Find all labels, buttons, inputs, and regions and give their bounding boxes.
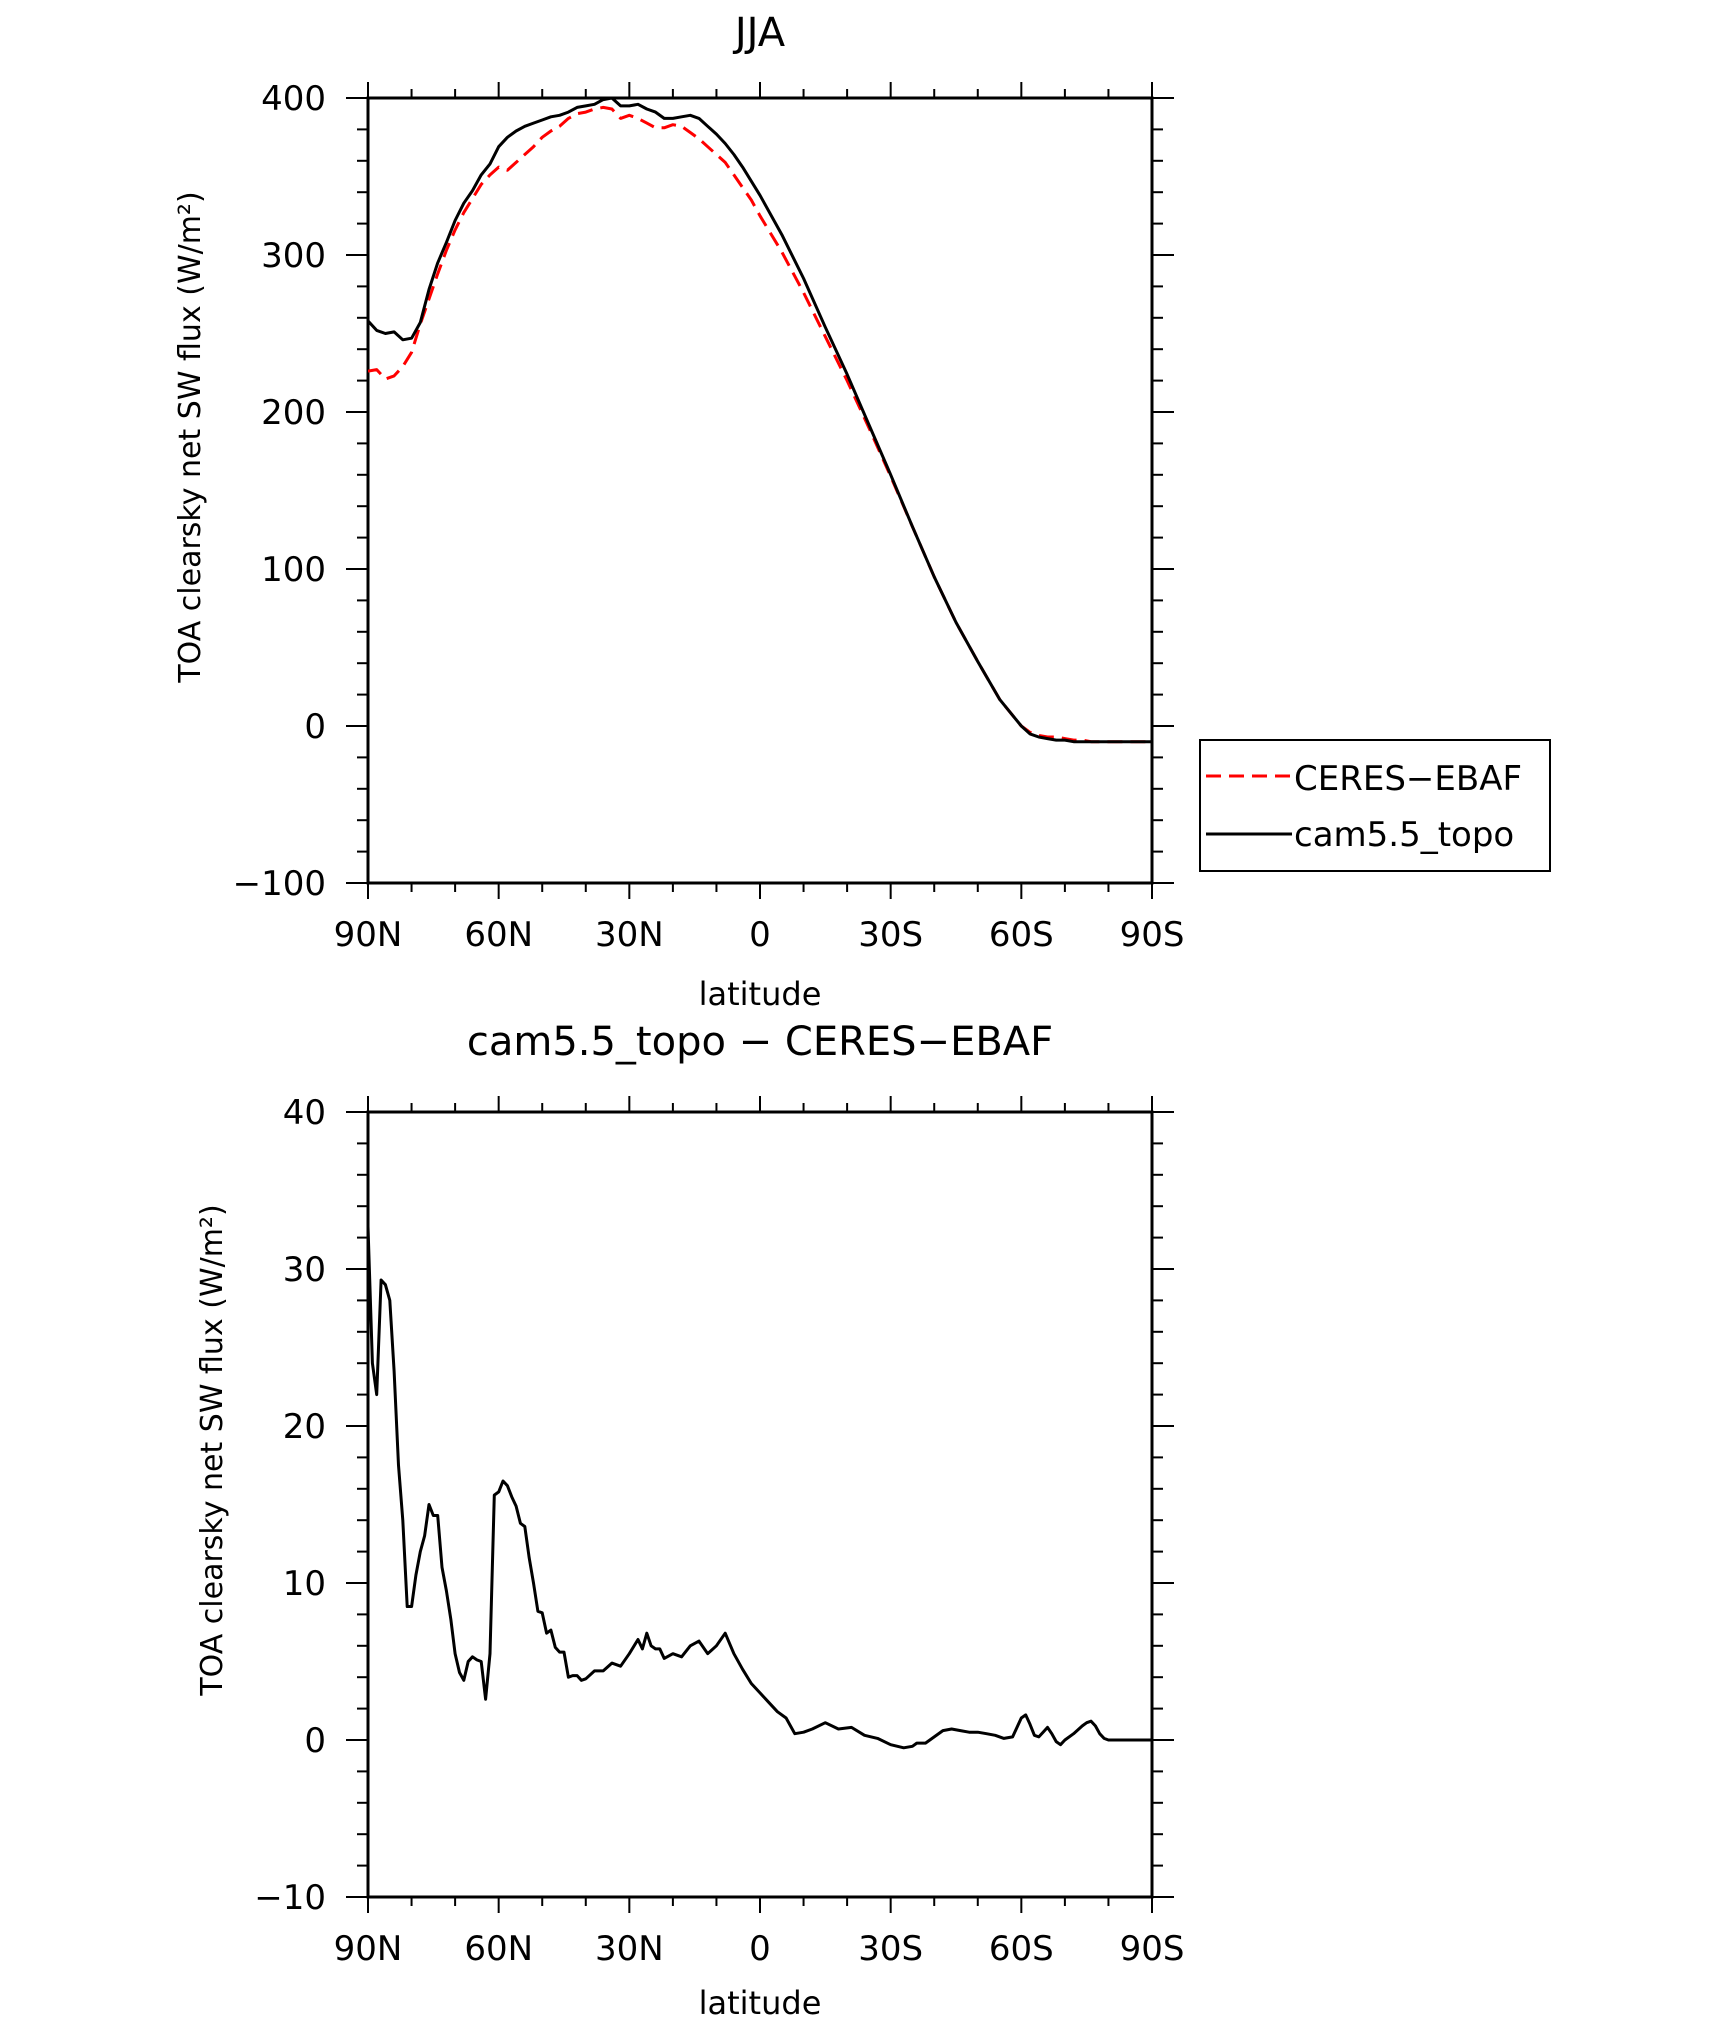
- top-x-tick-label: 60S: [989, 915, 1054, 955]
- bottom-panel-difference: cam5.5_topo − CERES−EBAF 90N 60N 30N 0 30S 60…: [195, 1019, 1184, 2021]
- top-y-tick-label: 400: [261, 79, 326, 119]
- bottom-x-tick-label: 60S: [989, 1929, 1054, 1969]
- bottom-x-axis-label: latitude: [699, 1984, 822, 2021]
- top-y-tick-label: 300: [261, 236, 326, 276]
- bottom-y-tick-label: 0: [304, 1721, 326, 1761]
- bottom-x-tick-label: 60N: [464, 1929, 533, 1969]
- top-y-tick-label: 200: [261, 393, 326, 433]
- bottom-x-tick-label: 30N: [595, 1929, 664, 1969]
- bottom-x-tick-label: 90S: [1120, 1929, 1185, 1969]
- legend-box: [1199, 739, 1551, 872]
- top-x-tick-label: 90N: [334, 915, 403, 955]
- top-x-tick-label: 0: [749, 915, 771, 955]
- top-x-tick-label: 90S: [1120, 915, 1185, 955]
- top-y-tick-label: −100: [233, 864, 326, 904]
- top-y-axis-label: TOA clearsky net SW flux (W/m²): [173, 191, 208, 683]
- top-y-tick-label: 0: [304, 707, 326, 747]
- top-series-ceres-ebaf: [368, 105, 1152, 744]
- bottom-y-tick-label: 40: [283, 1093, 326, 1133]
- bottom-y-tick-label: 30: [283, 1250, 326, 1290]
- bottom-y-tick-label: 10: [283, 1564, 326, 1604]
- bottom-plot-frame: [366, 1110, 1154, 1899]
- top-y-tick-label: 100: [261, 550, 326, 590]
- legend-label-ceres-ebaf: CERES−EBAF: [1294, 759, 1522, 799]
- bottom-y-tick-label: 20: [283, 1407, 326, 1447]
- bottom-x-tick-label: 0: [749, 1929, 771, 1969]
- top-series-cam5-5-topo: [368, 96, 1152, 744]
- top-x-tick-label: 30S: [858, 915, 923, 955]
- top-x-tick-label: 60N: [464, 915, 533, 955]
- top-chart-title: JJA: [732, 10, 786, 56]
- top-x-axis-label: latitude: [699, 975, 822, 1013]
- bottom-series-cam5-5-topo-ceres-ebaf: [368, 1226, 1152, 1750]
- top-x-tick-label: 30N: [595, 915, 664, 955]
- bottom-y-tick-label: −10: [254, 1878, 326, 1918]
- legend-label-cam5-5-topo: cam5.5_topo: [1294, 815, 1514, 855]
- top-panel-jja: JJA 90N 60N 30N 0 30S 60S 90S −100 0 100 200 300 400…: [173, 10, 1551, 1013]
- bottom-x-tick-label: 90N: [334, 1929, 403, 1969]
- legend: CERES−EBAF cam5.5_topo: [1199, 739, 1551, 872]
- bottom-chart-title: cam5.5_topo − CERES−EBAF: [467, 1019, 1053, 1065]
- bottom-x-tick-label: 30S: [858, 1929, 923, 1969]
- bottom-y-axis-label: TOA clearsky net SW flux (W/m²): [195, 1204, 230, 1696]
